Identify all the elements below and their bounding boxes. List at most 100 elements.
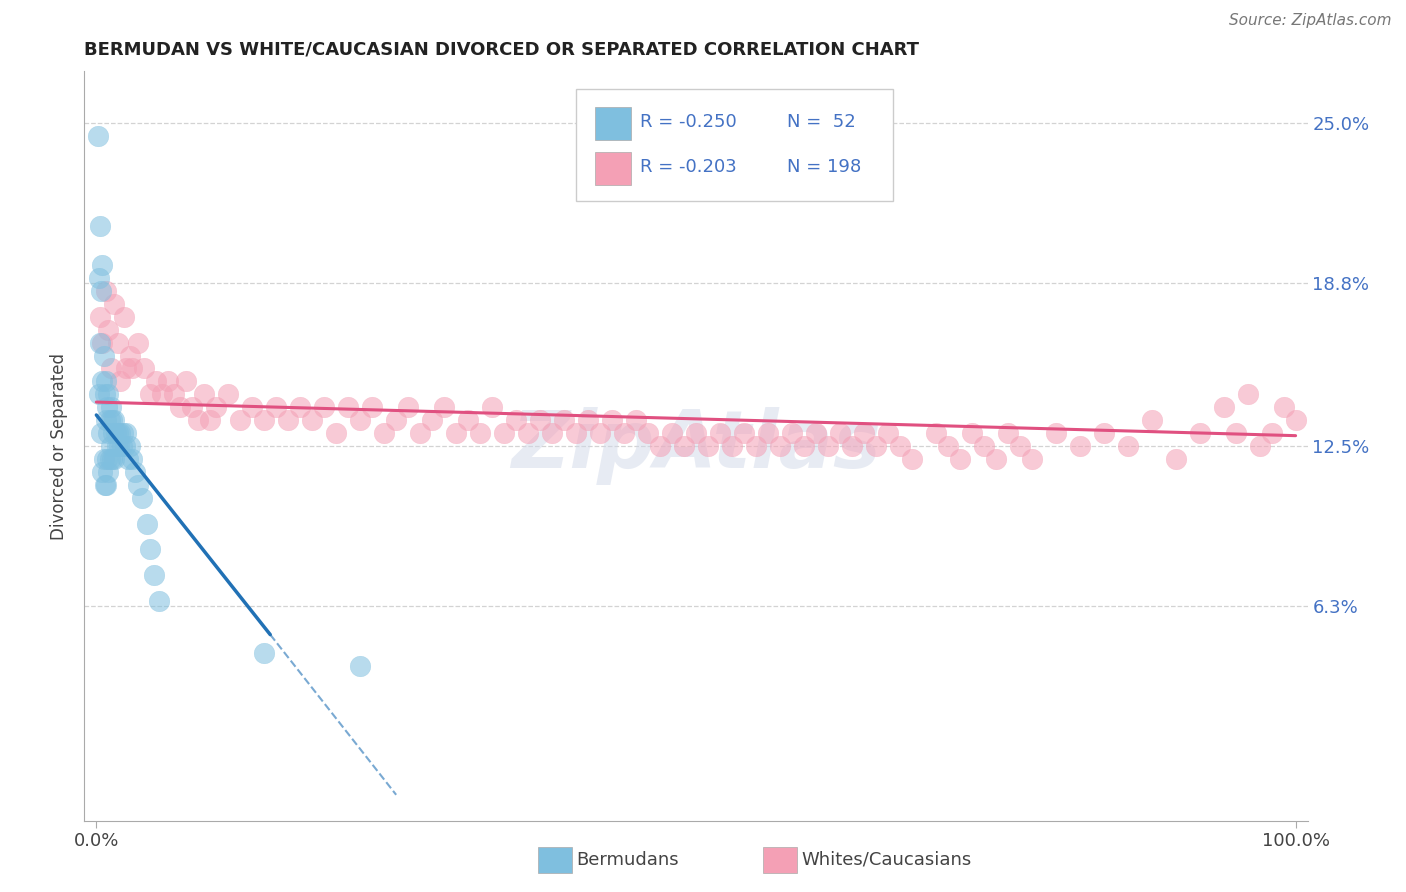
Point bbox=[468, 426, 491, 441]
Text: Bermudans: Bermudans bbox=[576, 851, 679, 869]
Point bbox=[841, 439, 863, 453]
Point bbox=[157, 375, 180, 389]
Point bbox=[110, 375, 132, 389]
Point bbox=[97, 323, 120, 337]
Point bbox=[103, 413, 125, 427]
Point bbox=[529, 413, 551, 427]
Point bbox=[100, 361, 122, 376]
Point bbox=[565, 426, 588, 441]
Point bbox=[96, 401, 118, 415]
Point bbox=[110, 439, 132, 453]
Point bbox=[229, 413, 252, 427]
Point bbox=[169, 401, 191, 415]
Point bbox=[94, 284, 117, 298]
Point bbox=[648, 439, 671, 453]
Point bbox=[1092, 426, 1115, 441]
Point bbox=[91, 465, 114, 479]
Point bbox=[118, 349, 141, 363]
Point bbox=[325, 426, 347, 441]
Point bbox=[541, 426, 564, 441]
Text: R = -0.250: R = -0.250 bbox=[640, 113, 737, 131]
Point bbox=[600, 413, 623, 427]
Point bbox=[1164, 451, 1187, 466]
Point bbox=[91, 258, 114, 272]
Point bbox=[97, 465, 120, 479]
Point bbox=[984, 451, 1007, 466]
Point bbox=[769, 439, 792, 453]
Point bbox=[709, 426, 731, 441]
Point bbox=[793, 439, 815, 453]
Point bbox=[91, 335, 114, 350]
Point bbox=[104, 426, 127, 441]
Point bbox=[1236, 387, 1258, 401]
Point bbox=[100, 401, 122, 415]
Point bbox=[93, 387, 117, 401]
Point bbox=[385, 413, 408, 427]
Point bbox=[93, 349, 115, 363]
Point bbox=[87, 271, 110, 285]
Point bbox=[1045, 426, 1067, 441]
Point bbox=[553, 413, 575, 427]
Point bbox=[111, 426, 134, 441]
Point bbox=[101, 413, 124, 427]
Point bbox=[115, 426, 138, 441]
Point bbox=[90, 426, 112, 441]
Point bbox=[200, 413, 222, 427]
Point bbox=[107, 335, 129, 350]
Point bbox=[589, 426, 612, 441]
Point bbox=[205, 401, 228, 415]
Point bbox=[494, 426, 516, 441]
Point bbox=[1249, 439, 1271, 453]
Point bbox=[94, 375, 117, 389]
Point bbox=[89, 335, 111, 350]
Point bbox=[142, 568, 165, 582]
Point bbox=[1284, 413, 1306, 427]
Text: BERMUDAN VS WHITE/CAUCASIAN DIVORCED OR SEPARATED CORRELATION CHART: BERMUDAN VS WHITE/CAUCASIAN DIVORCED OR … bbox=[84, 41, 920, 59]
Point bbox=[103, 297, 125, 311]
Point bbox=[103, 451, 125, 466]
Point bbox=[107, 426, 129, 441]
Point bbox=[145, 375, 167, 389]
Point bbox=[117, 451, 139, 466]
Point bbox=[685, 426, 707, 441]
Point bbox=[457, 413, 479, 427]
Point bbox=[94, 477, 117, 491]
Point bbox=[1212, 401, 1234, 415]
Point bbox=[697, 439, 720, 453]
Point bbox=[721, 439, 744, 453]
Point bbox=[433, 401, 456, 415]
Point bbox=[1140, 413, 1163, 427]
Point bbox=[86, 128, 108, 143]
Text: Source: ZipAtlas.com: Source: ZipAtlas.com bbox=[1229, 13, 1392, 29]
Point bbox=[1225, 426, 1247, 441]
Point bbox=[193, 387, 215, 401]
Point bbox=[93, 477, 117, 491]
Point bbox=[1116, 439, 1139, 453]
Point bbox=[1260, 426, 1282, 441]
Point bbox=[637, 426, 659, 441]
Point bbox=[97, 387, 120, 401]
Point bbox=[624, 413, 647, 427]
Point bbox=[733, 426, 755, 441]
Point bbox=[134, 361, 156, 376]
Point bbox=[361, 401, 384, 415]
Point bbox=[253, 646, 276, 660]
Text: N = 198: N = 198 bbox=[787, 158, 862, 176]
Point bbox=[150, 387, 173, 401]
Point bbox=[817, 439, 839, 453]
Point bbox=[828, 426, 851, 441]
Point bbox=[1021, 451, 1043, 466]
Point bbox=[613, 426, 636, 441]
Point bbox=[131, 491, 153, 505]
Point bbox=[661, 426, 683, 441]
Point bbox=[96, 451, 118, 466]
Point bbox=[481, 401, 503, 415]
Point bbox=[672, 439, 695, 453]
Point bbox=[115, 361, 138, 376]
Point bbox=[973, 439, 995, 453]
Point bbox=[876, 426, 898, 441]
Point bbox=[148, 594, 170, 608]
Point bbox=[997, 426, 1019, 441]
Point bbox=[217, 387, 239, 401]
Point bbox=[240, 401, 263, 415]
